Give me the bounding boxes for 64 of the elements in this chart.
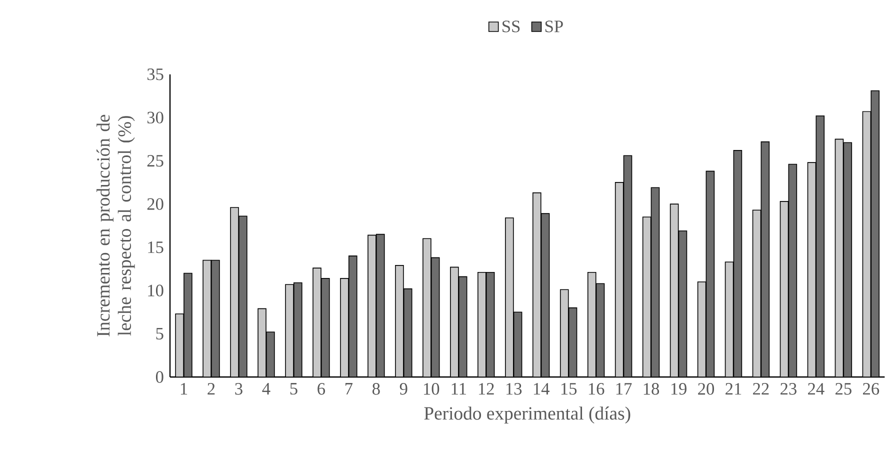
bar [678, 230, 688, 377]
bar [706, 170, 715, 377]
bar [788, 164, 798, 377]
bar [596, 283, 605, 377]
y-tick-label: 0 [156, 371, 164, 383]
x-tick-label: 12 [478, 383, 494, 395]
y-tick-label: 20 [147, 198, 164, 210]
y-tick-label: 35 [147, 68, 164, 80]
bar [862, 111, 872, 377]
bar [733, 150, 742, 377]
bar [834, 138, 844, 377]
bar [458, 276, 468, 377]
x-tick-label: 17 [616, 383, 632, 394]
y-tick-label: 15 [148, 241, 164, 254]
bar [623, 155, 632, 377]
bar [540, 213, 550, 377]
y-tick-label: 5 [156, 328, 164, 340]
x-tick-label: 21 [726, 383, 742, 395]
x-tick-label: 2 [208, 383, 215, 395]
x-tick-label: 26 [863, 383, 880, 395]
y-tick-label: 30 [147, 112, 164, 124]
x-tick-label: 16 [588, 383, 604, 395]
bar [816, 115, 825, 377]
x-tick-label: 1 [180, 383, 188, 394]
bar [724, 262, 734, 377]
x-tick-label: 22 [753, 383, 769, 395]
x-tick-label: 15 [561, 383, 577, 395]
x-tick-label: 18 [644, 383, 660, 395]
x-tick-label: 13 [506, 383, 522, 395]
x-tick-label: 5 [290, 383, 298, 395]
bar [486, 272, 495, 377]
x-tick-label: 4 [262, 383, 270, 394]
x-tick-label: 8 [372, 383, 380, 395]
bar [780, 201, 789, 377]
legend-label: SS [502, 20, 520, 32]
x-tick-label: 7 [345, 383, 353, 394]
x-tick-label: 25 [836, 383, 852, 395]
x-tick-label: 3 [235, 383, 242, 395]
bar [642, 216, 652, 377]
bar [752, 210, 762, 377]
bar [430, 257, 440, 377]
x-tick-label: 11 [452, 383, 466, 394]
x-tick-label: 20 [698, 383, 714, 395]
y-axis-title: Incremento en producción de leche respecto al control (%) [96, 114, 135, 336]
bar [807, 162, 816, 377]
x-tick-label: 24 [808, 383, 824, 395]
bar [513, 312, 522, 377]
bar [650, 187, 660, 377]
bar [697, 281, 706, 377]
y-tick-label: 25 [147, 154, 164, 167]
legend-label: SP [545, 20, 563, 32]
bar [670, 204, 679, 377]
x-tick-label: 10 [424, 383, 440, 395]
x-tick-label: 19 [671, 383, 686, 395]
bar [568, 307, 578, 377]
x-axis-title: Periodo experimental (días) [424, 406, 630, 424]
bar [760, 141, 770, 377]
x-tick-label: 14 [534, 383, 550, 394]
y-tick-label: 10 [148, 284, 164, 296]
x-tick-label: 6 [318, 383, 326, 395]
bar [403, 288, 412, 377]
x-tick-label: 9 [400, 383, 408, 395]
bar [614, 182, 624, 377]
x-tick-label: 23 [780, 383, 796, 395]
